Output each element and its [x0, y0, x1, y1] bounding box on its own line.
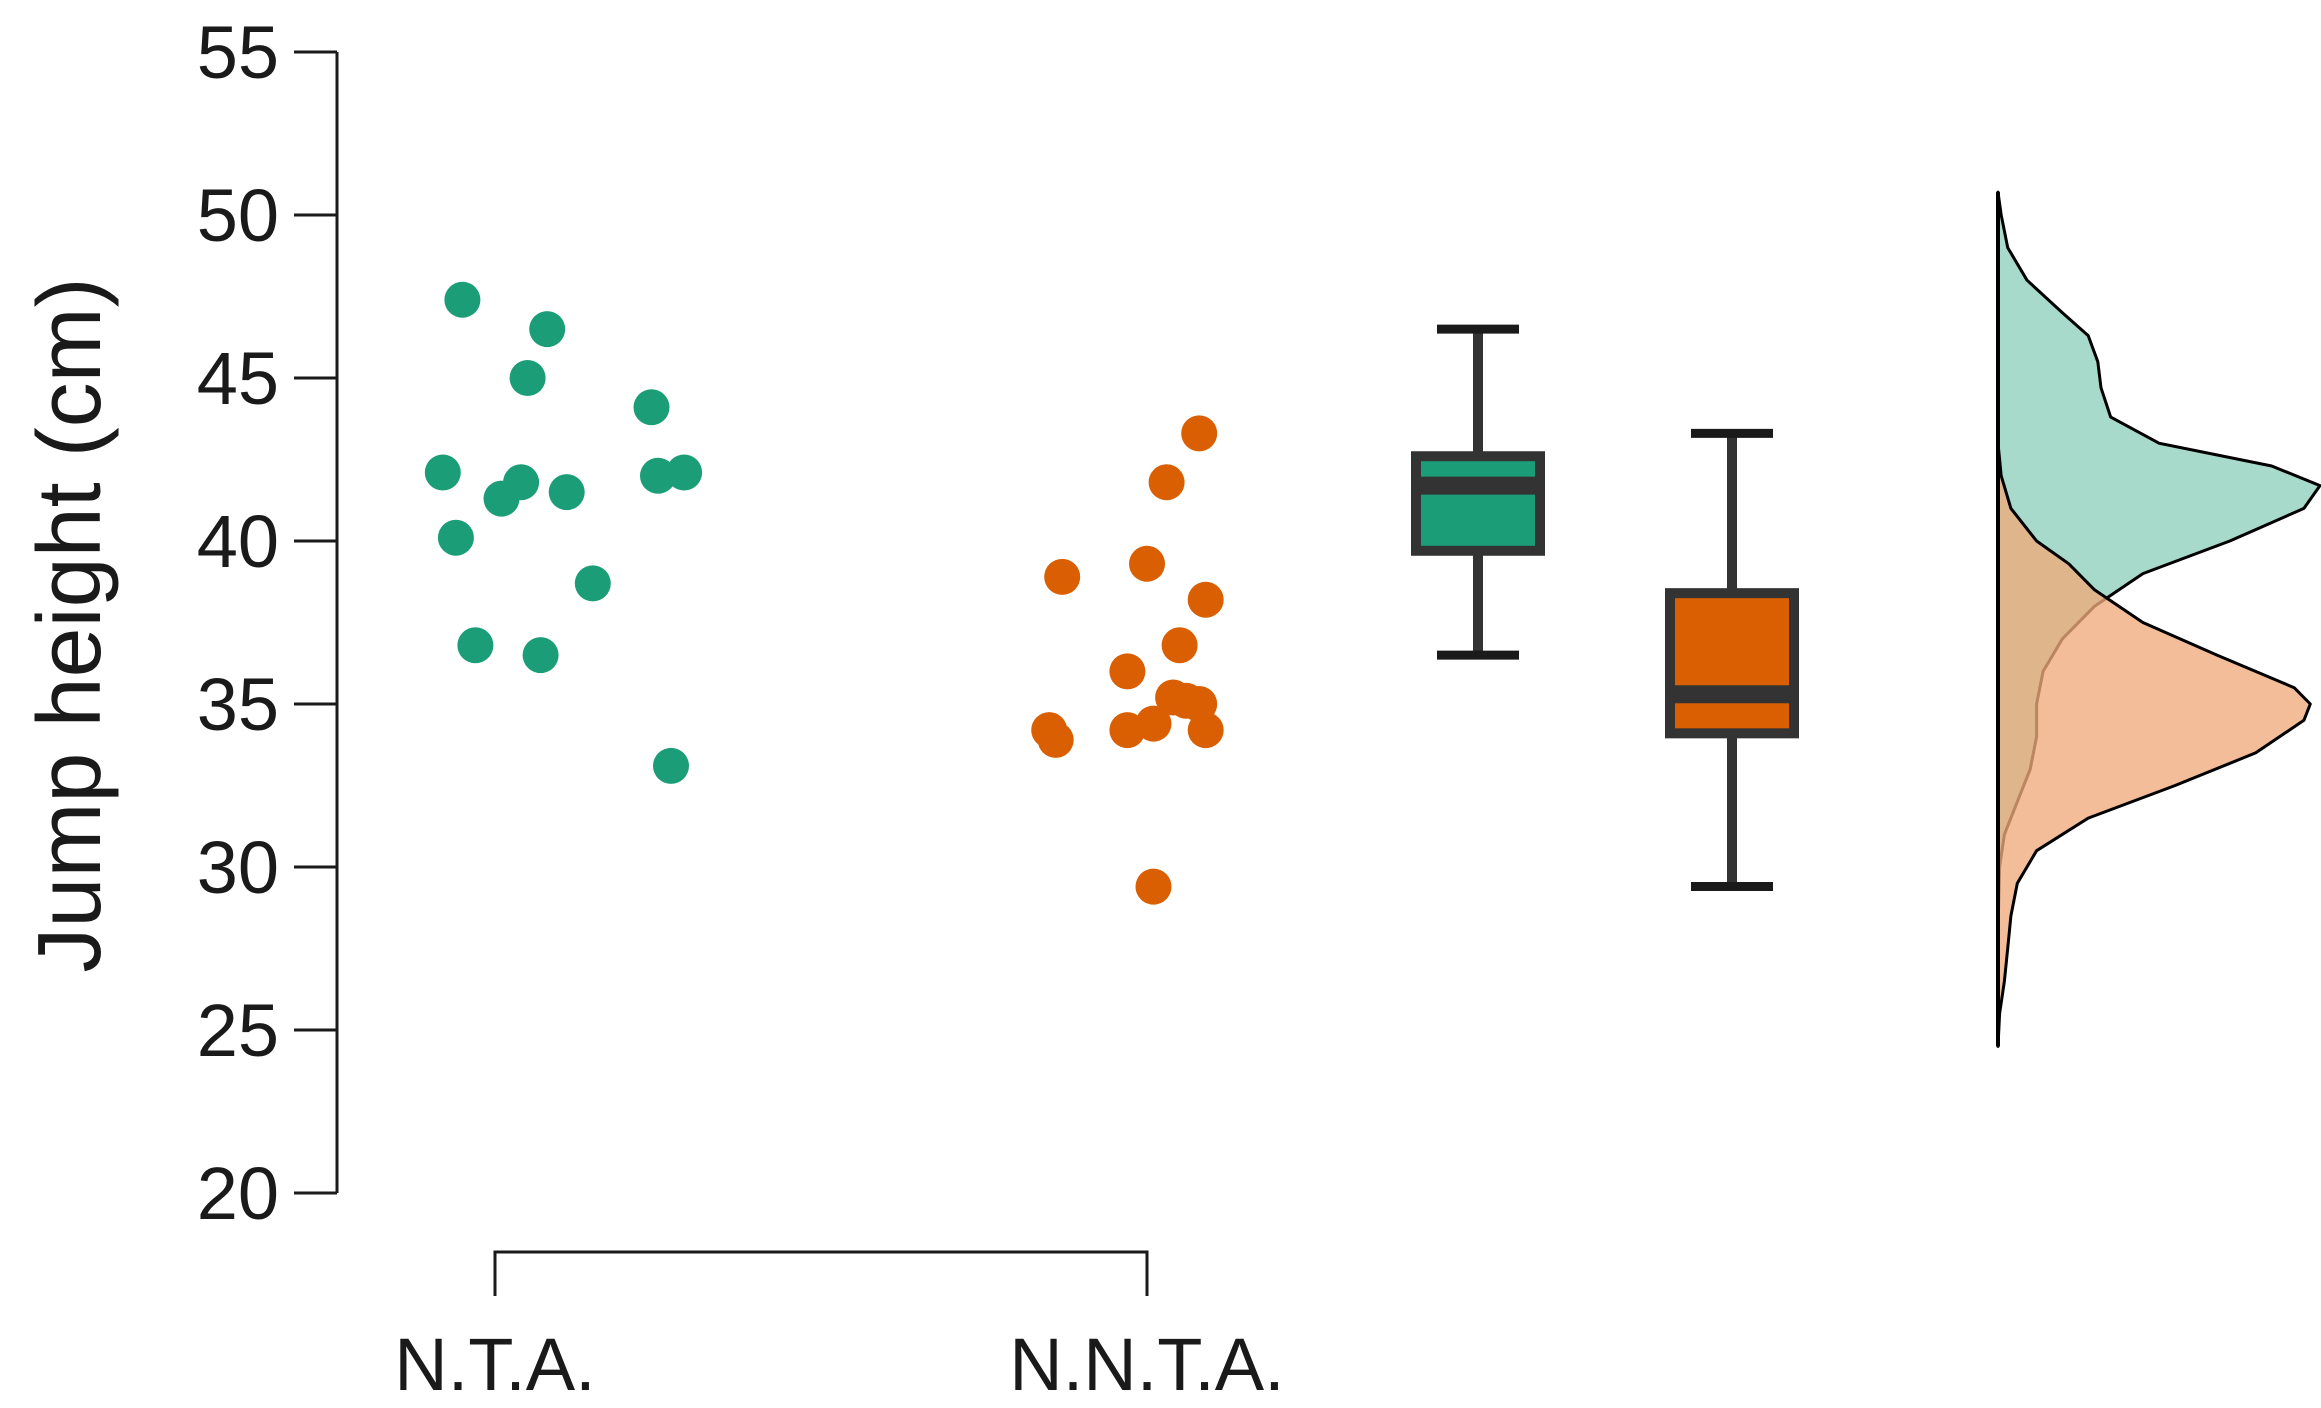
box-iqr: [1411, 451, 1545, 556]
data-point: [1044, 558, 1081, 595]
y-axis: 20 25 30 35 40 45 50 55: [197, 11, 339, 1235]
y-tick-label: 20: [197, 1152, 279, 1235]
data-point: [574, 565, 611, 602]
box-iqr: [1665, 588, 1799, 739]
y-tick-label: 45: [197, 337, 279, 420]
data-point: [1181, 415, 1218, 452]
boxplots: [1411, 324, 1799, 892]
data-point: [1109, 653, 1146, 690]
y-axis-label: Jump height (cm): [20, 277, 120, 972]
data-point: [640, 457, 676, 494]
data-point: [666, 454, 703, 491]
y-tick-label: 55: [197, 11, 279, 94]
data-point: [457, 627, 494, 664]
data-point: [1168, 682, 1205, 719]
data-point: [1129, 545, 1165, 582]
data-point: [653, 747, 689, 784]
boxplot: [1411, 324, 1545, 660]
x-tick-label: N.T.A.: [394, 1323, 595, 1406]
boxplot: [1665, 428, 1799, 892]
data-point: [444, 281, 481, 318]
density-clouds: [1996, 190, 2321, 1048]
data-point: [1187, 581, 1224, 618]
data-point: [424, 454, 461, 491]
data-point: [633, 389, 670, 426]
density-cloud: [1996, 392, 2312, 1048]
data-point: [509, 360, 546, 396]
data-point: [483, 480, 520, 517]
y-tick-label: 30: [197, 826, 279, 909]
data-point: [548, 474, 585, 511]
data-point: [1109, 712, 1146, 749]
x-axis-bracket: [493, 1250, 1149, 1296]
data-point: [1187, 712, 1224, 749]
y-tick-label: 50: [197, 174, 279, 257]
data-point: [522, 637, 559, 674]
y-tick-label: 25: [197, 989, 279, 1072]
data-point: [529, 311, 566, 348]
y-tick-label: 35: [197, 663, 279, 746]
data-point: [1037, 721, 1074, 758]
x-tick-label: N.N.T.A.: [1009, 1323, 1284, 1406]
data-point: [1148, 464, 1185, 501]
data-point: [1135, 868, 1172, 905]
data-point: [437, 519, 474, 556]
x-axis: N.T.A. N.N.T.A.: [394, 1250, 1285, 1406]
data-point: [1161, 627, 1198, 664]
y-tick-label: 40: [197, 500, 279, 583]
data-points: [424, 281, 1224, 905]
